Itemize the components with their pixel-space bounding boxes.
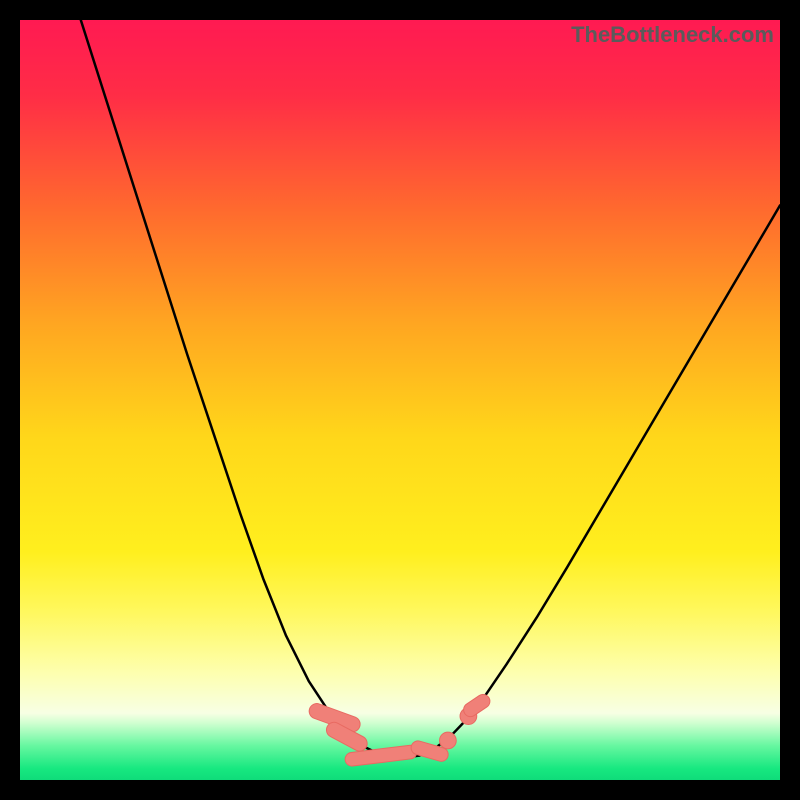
plot-area: TheBottleneck.com xyxy=(20,20,780,780)
markers-group xyxy=(307,692,493,767)
bottleneck-curve xyxy=(81,20,780,758)
marker xyxy=(440,732,457,749)
chart-frame: TheBottleneck.com xyxy=(0,0,800,800)
curve-layer xyxy=(20,20,780,780)
